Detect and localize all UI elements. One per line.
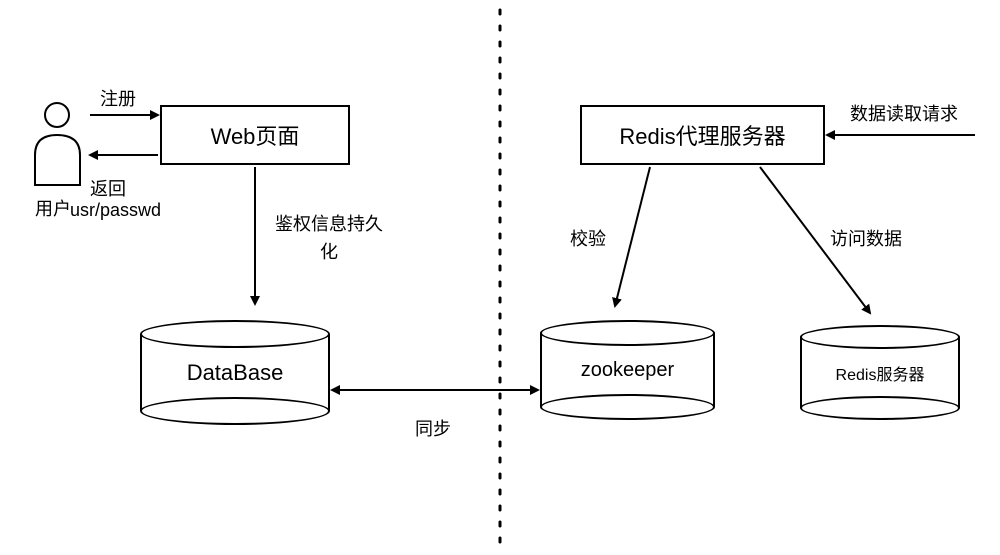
- arrow-verify: [615, 167, 650, 306]
- web-page-label: Web页面: [211, 119, 300, 151]
- persist-label-2: 化: [320, 238, 338, 264]
- database-cylinder: DataBase: [140, 320, 330, 425]
- sync-label: 同步: [415, 415, 451, 441]
- verify-label: 校验: [570, 225, 606, 251]
- database-label: DataBase: [187, 360, 284, 386]
- arrows-overlay: [0, 0, 1000, 555]
- persist-label-1: 鉴权信息持久: [275, 210, 383, 236]
- register-label: 注册: [100, 85, 136, 111]
- redis-server-cylinder: Redis服务器: [800, 325, 960, 420]
- redis-proxy-box: Redis代理服务器: [580, 105, 825, 165]
- read-request-label: 数据读取请求: [850, 100, 958, 126]
- diagram-canvas: 用户 Web页面 Redis代理服务器 DataBase zookeeper R…: [0, 0, 1000, 555]
- user-icon: [30, 100, 85, 190]
- zookeeper-cylinder: zookeeper: [540, 320, 715, 420]
- redis-proxy-label: Redis代理服务器: [619, 119, 785, 151]
- redis-server-label: Redis服务器: [836, 361, 925, 385]
- zookeeper-label: zookeeper: [581, 359, 674, 382]
- access-label: 访问数据: [830, 225, 902, 251]
- web-page-box: Web页面: [160, 105, 350, 165]
- return-label-2: usr/passwd: [70, 200, 161, 221]
- return-label-1: 返回: [90, 175, 126, 201]
- user-label: 用户: [35, 195, 71, 221]
